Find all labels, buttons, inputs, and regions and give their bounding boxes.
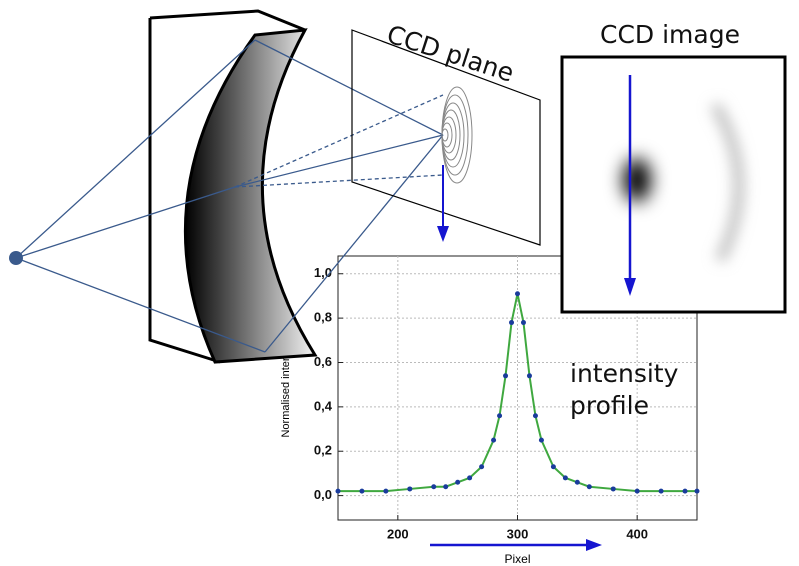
ccd-image-label: CCD image [600, 20, 740, 49]
data-point [503, 373, 509, 379]
data-point [455, 479, 461, 485]
data-point [467, 475, 473, 481]
data-point [562, 475, 568, 481]
data-point [658, 488, 664, 494]
data-point [586, 484, 592, 490]
ccd-arrow [437, 165, 449, 242]
y-tick-label: 0,2 [314, 443, 332, 458]
y-tick-label: 0,0 [314, 487, 332, 502]
data-point [610, 486, 616, 492]
data-point [491, 437, 497, 443]
data-point [509, 320, 515, 326]
contours [441, 86, 473, 184]
y-tick-label: 0,6 [314, 354, 332, 369]
data-point [431, 484, 437, 490]
pixel-arrow [430, 539, 602, 551]
data-point [497, 413, 503, 419]
x-tick-label: 400 [626, 526, 648, 541]
data-point [526, 373, 532, 379]
data-point [634, 488, 640, 494]
data-point [335, 488, 341, 494]
data-point [359, 488, 365, 494]
data-point [515, 291, 520, 297]
data-point [694, 488, 700, 494]
data-point [550, 464, 556, 470]
data-point [479, 464, 485, 470]
light-source [9, 251, 23, 265]
profile-label: intensity [570, 359, 679, 388]
y-axis-label: Normalised intensity [280, 338, 292, 438]
ccd-image [560, 55, 787, 314]
data-point [383, 488, 389, 494]
data-point [682, 488, 688, 494]
data-point [574, 479, 580, 485]
y-tick-label: 0,8 [314, 310, 332, 325]
mirror [148, 9, 318, 364]
data-point [407, 486, 413, 492]
profile-label: profile [570, 391, 649, 420]
y-tick-label: 0,4 [314, 398, 333, 413]
ccd-plane [351, 29, 541, 246]
ccd-plane-label: CCD plane [383, 19, 517, 87]
data-point [520, 320, 526, 326]
x-tick-label: 200 [387, 526, 409, 541]
rays [15, 39, 444, 353]
x-axis-label: Pixel [504, 552, 530, 566]
data-point [443, 484, 449, 490]
data-point [538, 437, 544, 443]
data-point [532, 413, 538, 419]
x-tick-label: 300 [507, 526, 529, 541]
